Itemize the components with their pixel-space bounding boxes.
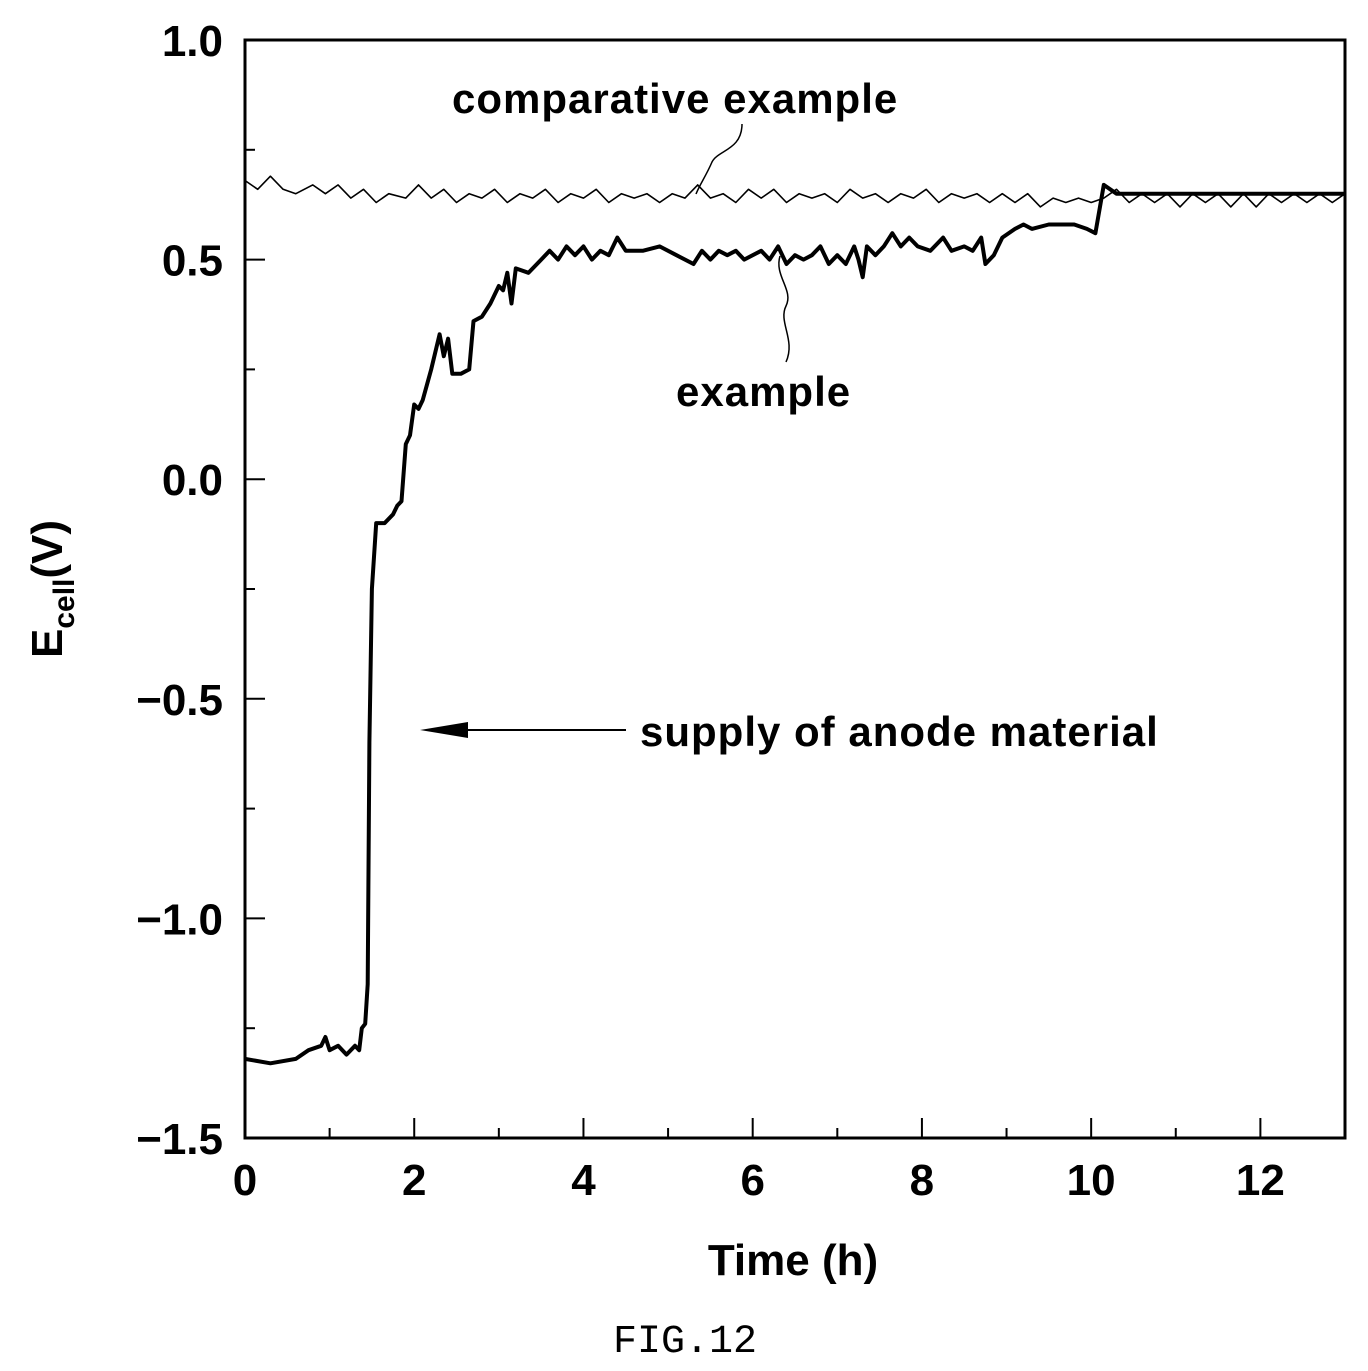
y-tick-label: −1.5 <box>136 1115 223 1164</box>
x-tick-label: 4 <box>571 1156 596 1205</box>
x-axis-title: Time (h) <box>708 1236 878 1285</box>
y-axis-title-sub: cell <box>48 579 81 629</box>
plot-area-frame <box>243 38 1347 1140</box>
y-tick-label: −0.5 <box>136 676 223 725</box>
x-tick-label: 2 <box>402 1156 426 1205</box>
supply-arrow-head <box>420 722 468 738</box>
axis-ticks <box>244 39 1262 1139</box>
axis-tick-labels: 0 2 4 6 8 10 12 1.0 0.5 0.0 −0.5 −1.0 −1.5 <box>136 17 1285 1205</box>
series-lines <box>244 175 1346 1066</box>
x-tick-label: 6 <box>740 1156 764 1205</box>
x-tick-label: 10 <box>1067 1156 1116 1205</box>
x-tick-label: 12 <box>1236 1156 1285 1205</box>
example-label: example <box>676 368 851 415</box>
comparative-example-leader <box>695 123 743 195</box>
y-tick-label: 0.0 <box>162 456 223 505</box>
series-line-example <box>244 182 1345 1066</box>
y-tick-label: 0.5 <box>162 237 223 286</box>
series-line-comparative-example <box>244 175 1346 208</box>
supply-label: supply of anode material <box>640 708 1159 755</box>
y-tick-label: −1.0 <box>136 895 223 944</box>
comparative-example-label: comparative example <box>452 75 898 122</box>
x-tick-label: 8 <box>910 1156 934 1205</box>
y-axis-title-main: E <box>23 629 72 658</box>
x-tick-label: 0 <box>233 1156 257 1205</box>
y-axis-title: Ecell(V) <box>23 520 81 658</box>
figure-caption: FIG.12 <box>613 1320 757 1365</box>
y-tick-label: 1.0 <box>162 17 223 66</box>
y-axis-title-unit: (V) <box>23 520 72 579</box>
example-leader <box>778 255 790 363</box>
